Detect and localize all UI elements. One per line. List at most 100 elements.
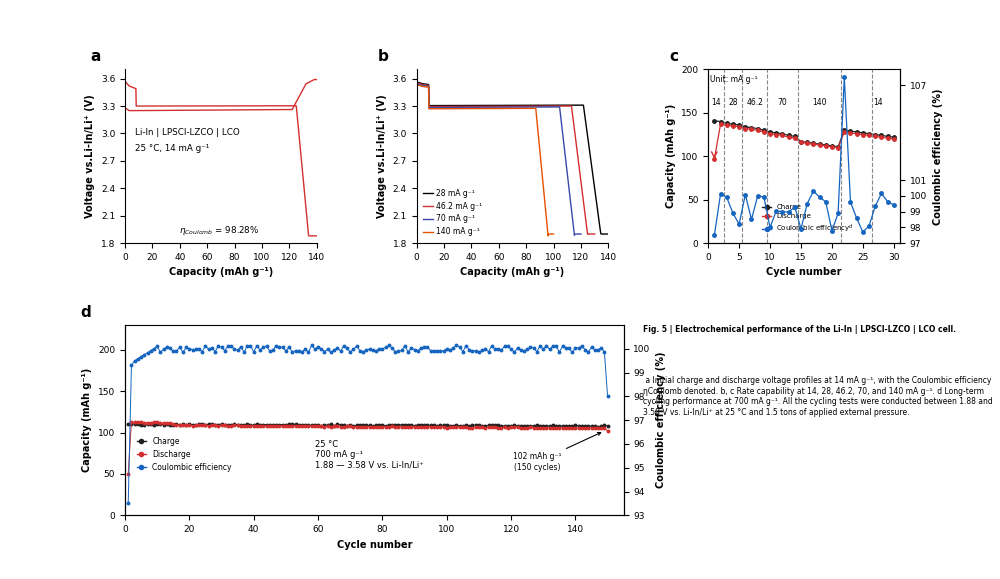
Y-axis label: Capacity (mAh g⁻¹): Capacity (mAh g⁻¹) bbox=[82, 368, 92, 472]
46.2 mA g⁻¹ bbox=[469, 103, 481, 110]
28 mA g⁻¹ bbox=[473, 102, 485, 109]
Y-axis label: Capacity (mAh g⁻¹): Capacity (mAh g⁻¹) bbox=[666, 104, 676, 208]
Charge bbox=[283, 421, 295, 428]
Text: 46.2: 46.2 bbox=[746, 98, 763, 107]
Coulombic efficiency$^d$ bbox=[807, 188, 819, 195]
Charge bbox=[592, 423, 604, 430]
Coulombic efficiency$^d$ bbox=[715, 190, 727, 197]
70 mA g⁻¹ bbox=[530, 104, 542, 111]
Charge bbox=[745, 124, 757, 131]
Charge bbox=[814, 141, 826, 148]
46.2 mA g⁻¹ bbox=[523, 102, 535, 109]
Charge bbox=[154, 420, 166, 427]
Charge bbox=[739, 123, 751, 130]
Charge bbox=[764, 129, 776, 135]
Charge bbox=[733, 122, 745, 129]
Coulombic efficiency$^d$ bbox=[776, 208, 788, 215]
Charge bbox=[758, 127, 770, 134]
Line: Coulombic efficiency$^d$: Coulombic efficiency$^d$ bbox=[713, 76, 896, 237]
Coulombic efficiency$^d$ bbox=[795, 225, 807, 232]
Y-axis label: Coulombic efficiency (%): Coulombic efficiency (%) bbox=[656, 352, 666, 489]
Charge bbox=[851, 129, 863, 135]
70 mA g⁻¹ bbox=[529, 104, 541, 111]
Discharge bbox=[752, 127, 764, 134]
140 mA g⁻¹ bbox=[427, 105, 439, 112]
X-axis label: Capacity (mAh g⁻¹): Capacity (mAh g⁻¹) bbox=[460, 267, 565, 277]
Coulombic efficiency$^d$ bbox=[875, 190, 887, 197]
Coulombic efficiency$^d$ bbox=[820, 199, 832, 206]
Charge bbox=[795, 138, 807, 145]
Charge bbox=[457, 423, 469, 430]
Coulombic efficiency$^d$ bbox=[745, 216, 757, 223]
Discharge bbox=[807, 141, 819, 148]
Discharge bbox=[795, 139, 807, 146]
Discharge bbox=[832, 144, 844, 151]
28 mA g⁻¹ bbox=[550, 102, 562, 109]
Text: 102 mAh g⁻¹
(150 cycles): 102 mAh g⁻¹ (150 cycles) bbox=[513, 433, 601, 472]
Charge bbox=[752, 125, 764, 132]
Coulombic efficiency$^d$ bbox=[838, 74, 850, 81]
Discharge bbox=[882, 135, 894, 142]
Legend: 28 mA g⁻¹, 46.2 mA g⁻¹, 70 mA g⁻¹, 140 mA g⁻¹: 28 mA g⁻¹, 46.2 mA g⁻¹, 70 mA g⁻¹, 140 m… bbox=[420, 186, 485, 239]
Coulombic efficiency$^d$ bbox=[844, 199, 856, 206]
Line: 70 mA g⁻¹: 70 mA g⁻¹ bbox=[417, 83, 581, 235]
Text: 25 °C
700 mA g⁻¹
1.88 — 3.58 V vs. Li-In/Li⁺: 25 °C 700 mA g⁻¹ 1.88 — 3.58 V vs. Li-In… bbox=[315, 439, 423, 470]
Charge bbox=[602, 423, 614, 430]
X-axis label: Cycle number: Cycle number bbox=[766, 267, 842, 277]
Coulombic efficiency bbox=[396, 347, 408, 354]
140 mA g⁻¹ bbox=[542, 232, 554, 239]
140 mA g⁻¹ bbox=[510, 105, 522, 112]
Text: a Initial charge and discharge voltage profiles at 14 mA g⁻¹, with the Coulombic: a Initial charge and discharge voltage p… bbox=[643, 376, 992, 417]
Discharge bbox=[733, 123, 745, 130]
Charge bbox=[857, 130, 869, 137]
28 mA g⁻¹ bbox=[602, 230, 614, 237]
Discharge bbox=[122, 471, 134, 478]
Discharge bbox=[708, 155, 720, 162]
Charge bbox=[715, 118, 727, 125]
46.2 mA g⁻¹ bbox=[582, 231, 594, 238]
Line: 28 mA g⁻¹: 28 mA g⁻¹ bbox=[417, 82, 608, 234]
Discharge bbox=[376, 423, 388, 430]
Text: 140: 140 bbox=[812, 98, 827, 107]
Text: 28: 28 bbox=[728, 98, 738, 107]
140 mA g⁻¹ bbox=[497, 105, 509, 112]
Text: b: b bbox=[378, 49, 389, 64]
140 mA g⁻¹ bbox=[455, 105, 467, 112]
46.2 mA g⁻¹ bbox=[432, 103, 444, 110]
Charge bbox=[770, 130, 782, 137]
Text: 25 °C, 14 mA g⁻¹: 25 °C, 14 mA g⁻¹ bbox=[135, 144, 209, 153]
Coulombic efficiency$^d$ bbox=[708, 232, 720, 239]
140 mA g⁻¹ bbox=[548, 230, 560, 237]
28 mA g⁻¹ bbox=[487, 102, 499, 109]
Discharge bbox=[814, 141, 826, 148]
140 mA g⁻¹ bbox=[465, 105, 477, 112]
Text: d: d bbox=[80, 306, 91, 320]
Discharge bbox=[789, 135, 801, 142]
Coulombic efficiency$^d$ bbox=[770, 207, 782, 214]
Coulombic efficiency$^d$ bbox=[739, 191, 751, 198]
Discharge bbox=[283, 422, 295, 429]
Charge bbox=[844, 128, 856, 135]
Text: Fig. 5 | Electrochemical performance of the Li-In | LPSCl-LZCO | LCO cell.: Fig. 5 | Electrochemical performance of … bbox=[643, 325, 956, 334]
Coulombic efficiency$^d$ bbox=[814, 193, 826, 200]
Coulombic efficiency$^d$ bbox=[863, 222, 875, 229]
Text: a: a bbox=[90, 49, 101, 64]
70 mA g⁻¹ bbox=[575, 230, 587, 237]
46.2 mA g⁻¹ bbox=[539, 102, 551, 109]
Charge bbox=[838, 127, 850, 134]
Discharge bbox=[826, 144, 838, 151]
Charge bbox=[832, 144, 844, 151]
Coulombic efficiency$^d$ bbox=[783, 209, 795, 216]
Discharge bbox=[875, 134, 887, 141]
46.2 mA g⁻¹ bbox=[481, 103, 493, 110]
Text: 14: 14 bbox=[711, 98, 720, 107]
Discharge bbox=[838, 129, 850, 135]
Coulombic efficiency bbox=[383, 342, 395, 349]
Charge bbox=[807, 140, 819, 147]
Charge bbox=[376, 422, 388, 428]
Text: 70: 70 bbox=[778, 98, 787, 107]
Charge bbox=[721, 120, 733, 127]
Discharge bbox=[863, 132, 875, 139]
Line: Charge: Charge bbox=[713, 119, 896, 148]
140 mA g⁻¹ bbox=[411, 81, 423, 88]
